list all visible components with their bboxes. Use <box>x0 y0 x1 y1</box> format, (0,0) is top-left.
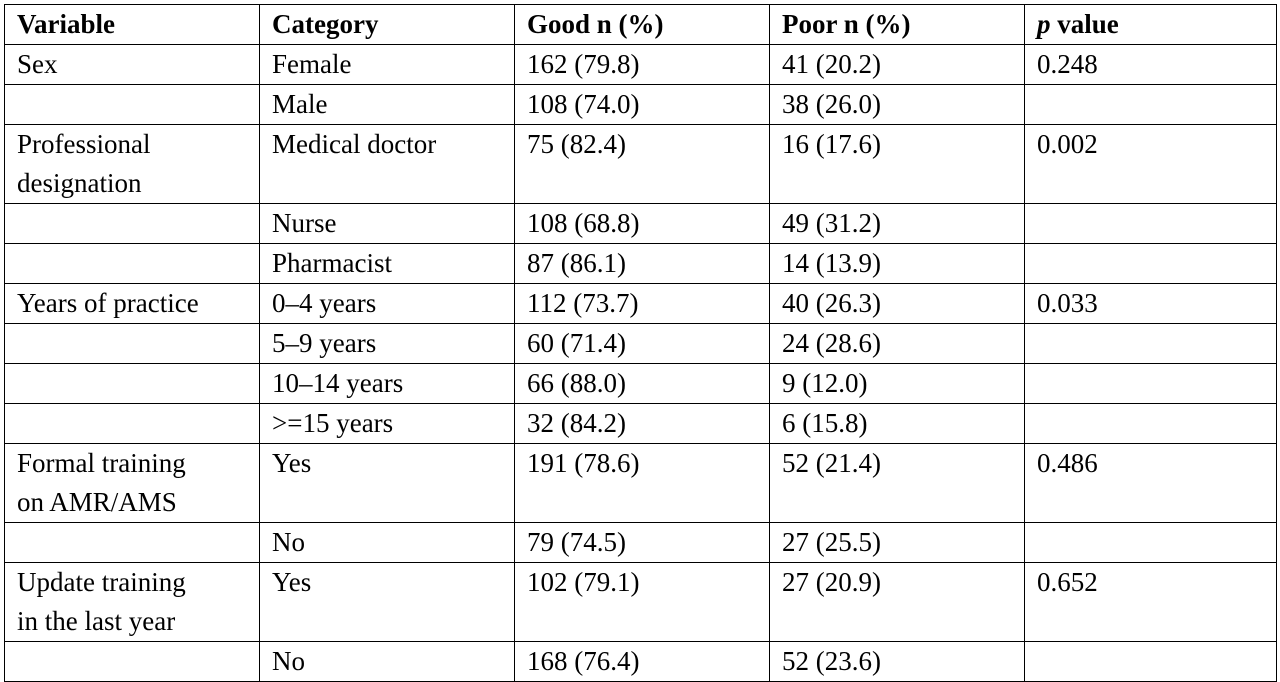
cell-good: 108 (68.8) <box>514 203 770 244</box>
cell-variable <box>4 323 260 364</box>
cell-p-value: 0.002 <box>1024 124 1277 204</box>
cell-good: 79 (74.5) <box>514 522 770 563</box>
cell-p-value <box>1024 363 1277 404</box>
cell-poor: 16 (17.6) <box>769 124 1025 204</box>
header-good: Good n (%) <box>514 4 770 45</box>
cell-category: 5–9 years <box>259 323 515 364</box>
cell-variable <box>4 84 260 125</box>
cell-p-value <box>1024 84 1277 125</box>
cell-category: No <box>259 641 515 682</box>
cell-variable <box>4 403 260 444</box>
cell-p-value <box>1024 522 1277 563</box>
cell-poor: 9 (12.0) <box>769 363 1025 404</box>
table-body: Sex Female 162 (79.8) 41 (20.2) 0.248 Male 108… <box>4 44 1277 682</box>
cell-p-value: 0.652 <box>1024 562 1277 642</box>
cell-poor: 52 (23.6) <box>769 641 1025 682</box>
cell-category: >=15 years <box>259 403 515 444</box>
cell-category: No <box>259 522 515 563</box>
cell-category: Male <box>259 84 515 125</box>
data-table: Variable Category Good n (%) Poor n (%) … <box>4 4 1277 682</box>
cell-variable <box>4 522 260 563</box>
cell-category: 0–4 years <box>259 283 515 324</box>
variable-line: Sex <box>17 49 58 79</box>
header-variable: Variable <box>4 4 260 45</box>
cell-poor: 52 (21.4) <box>769 443 1025 523</box>
cell-good: 87 (86.1) <box>514 243 770 284</box>
cell-category: Pharmacist <box>259 243 515 284</box>
table-row: Sex Female 162 (79.8) 41 (20.2) 0.248 <box>4 44 1277 85</box>
header-poor: Poor n (%) <box>769 4 1025 45</box>
cell-category: 10–14 years <box>259 363 515 404</box>
header-p-letter: p <box>1037 9 1051 39</box>
cell-p-value: 0.033 <box>1024 283 1277 324</box>
cell-good: 108 (74.0) <box>514 84 770 125</box>
cell-poor: 40 (26.3) <box>769 283 1025 324</box>
cell-poor: 27 (20.9) <box>769 562 1025 642</box>
header-p-value: p value <box>1024 4 1277 45</box>
cell-good: 168 (76.4) <box>514 641 770 682</box>
cell-good: 102 (79.1) <box>514 562 770 642</box>
cell-poor: 14 (13.9) <box>769 243 1025 284</box>
header-p-suffix: value <box>1050 9 1119 39</box>
cell-variable: Update training in the last year <box>4 562 260 642</box>
table-row: Years of practice 0–4 years 112 (73.7) 40 (… <box>4 283 1277 324</box>
variable-line: designation <box>17 168 142 198</box>
cell-variable: Sex <box>4 44 260 85</box>
table-row: Formal training on AMR/AMS Yes 191 (78.6) 52… <box>4 443 1277 523</box>
cell-poor: 41 (20.2) <box>769 44 1025 85</box>
cell-good: 162 (79.8) <box>514 44 770 85</box>
cell-p-value <box>1024 203 1277 244</box>
cell-p-value <box>1024 243 1277 284</box>
cell-variable: Professional designation <box>4 124 260 204</box>
table-row: >=15 years 32 (84.2) 6 (15.8) <box>4 403 1277 444</box>
cell-category: Female <box>259 44 515 85</box>
cell-good: 60 (71.4) <box>514 323 770 364</box>
cell-variable <box>4 243 260 284</box>
cell-variable <box>4 363 260 404</box>
variable-line: Update training <box>17 567 186 597</box>
cell-good: 66 (88.0) <box>514 363 770 404</box>
cell-poor: 49 (31.2) <box>769 203 1025 244</box>
cell-p-value <box>1024 641 1277 682</box>
cell-poor: 27 (25.5) <box>769 522 1025 563</box>
header-category: Category <box>259 4 515 45</box>
cell-poor: 6 (15.8) <box>769 403 1025 444</box>
cell-good: 112 (73.7) <box>514 283 770 324</box>
table-row: 5–9 years 60 (71.4) 24 (28.6) <box>4 323 1277 364</box>
table-row: Male 108 (74.0) 38 (26.0) <box>4 84 1277 125</box>
cell-p-value: 0.486 <box>1024 443 1277 523</box>
cell-p-value <box>1024 323 1277 364</box>
cell-good: 32 (84.2) <box>514 403 770 444</box>
cell-category: Nurse <box>259 203 515 244</box>
cell-variable: Formal training on AMR/AMS <box>4 443 260 523</box>
cell-poor: 24 (28.6) <box>769 323 1025 364</box>
cell-p-value: 0.248 <box>1024 44 1277 85</box>
variable-line: in the last year <box>17 606 176 636</box>
table-row: Update training in the last year Yes 102 (7… <box>4 562 1277 642</box>
variable-line: Formal training <box>17 448 186 478</box>
table-row: Professional designation Medical doctor 75 … <box>4 124 1277 204</box>
cell-poor: 38 (26.0) <box>769 84 1025 125</box>
table-row: Pharmacist 87 (86.1) 14 (13.9) <box>4 243 1277 284</box>
cell-category: Medical doctor <box>259 124 515 204</box>
variable-line: on AMR/AMS <box>17 487 177 517</box>
cell-variable: Years of practice <box>4 283 260 324</box>
variable-line: Years of practice <box>17 288 199 318</box>
header-row: Variable Category Good n (%) Poor n (%) … <box>4 4 1277 45</box>
cell-category: Yes <box>259 562 515 642</box>
table-row: Nurse 108 (68.8) 49 (31.2) <box>4 203 1277 244</box>
table-row: 10–14 years 66 (88.0) 9 (12.0) <box>4 363 1277 404</box>
cell-good: 75 (82.4) <box>514 124 770 204</box>
cell-variable <box>4 203 260 244</box>
cell-category: Yes <box>259 443 515 523</box>
cell-variable <box>4 641 260 682</box>
cell-p-value <box>1024 403 1277 444</box>
table-row: No 168 (76.4) 52 (23.6) <box>4 641 1277 682</box>
table-row: No 79 (74.5) 27 (25.5) <box>4 522 1277 563</box>
cell-good: 191 (78.6) <box>514 443 770 523</box>
variable-line: Professional <box>17 129 151 159</box>
